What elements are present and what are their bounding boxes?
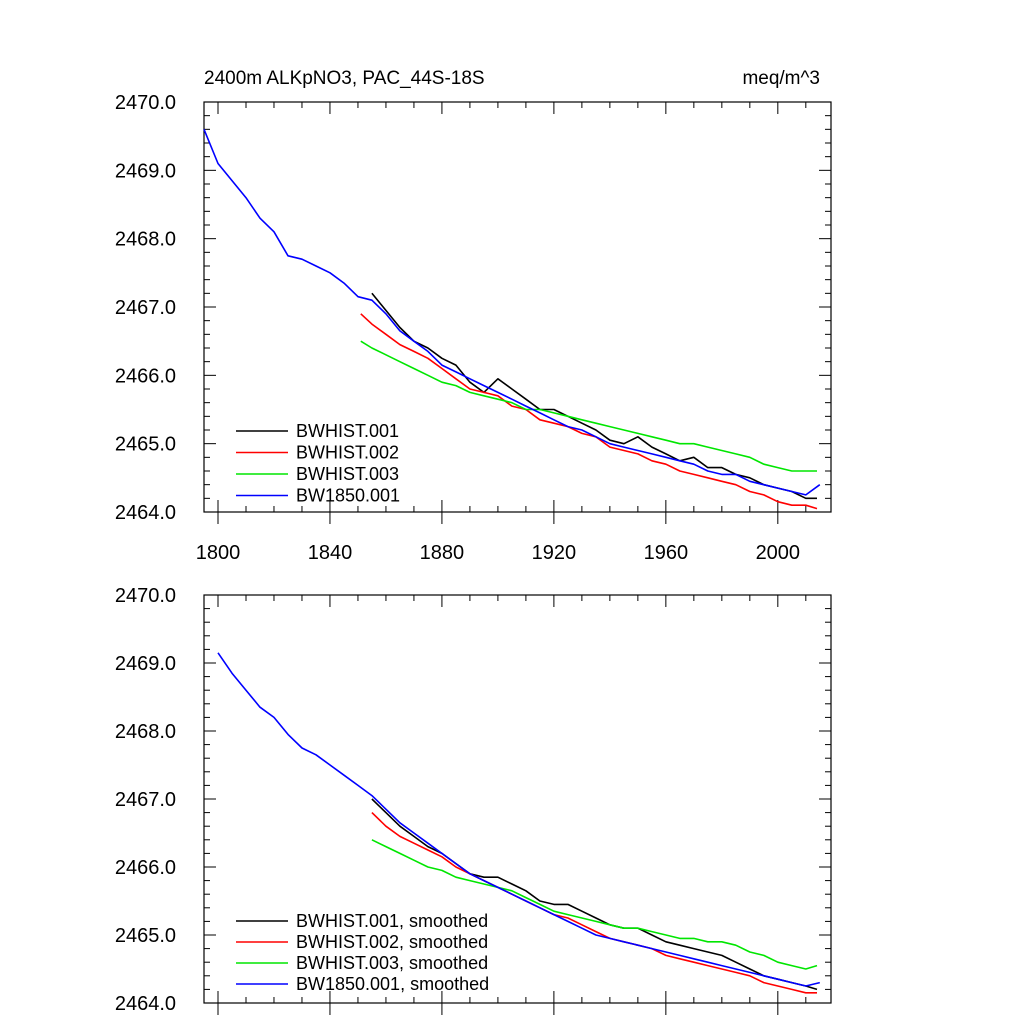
x-tick-label: 2000	[756, 542, 801, 564]
y-tick-label: 2466.0	[115, 857, 176, 879]
legend-label: BWHIST.001	[296, 421, 399, 441]
y-tick-label: 2467.0	[115, 789, 176, 811]
units-label: meq/m^3	[742, 68, 820, 89]
series-line-bw1850-001-smoothed	[217, 652, 820, 987]
x-tick-label: 1800	[196, 542, 241, 564]
y-tick-label: 2468.0	[115, 229, 176, 251]
y-tick-label: 2466.0	[115, 365, 176, 387]
legend-label: BW1850.001, smoothed	[296, 974, 489, 994]
chart-title: 2400m ALKpNO3, PAC_44S-18S	[204, 68, 485, 89]
y-tick-label: 2468.0	[115, 721, 176, 743]
x-tick-label: 1920	[532, 542, 577, 564]
legend-label: BWHIST.001, smoothed	[296, 911, 488, 931]
y-tick-label: 2464.0	[115, 993, 176, 1015]
legend-label: BWHIST.002, smoothed	[296, 932, 488, 952]
series-line-bwhist-003-smoothed	[371, 839, 818, 970]
y-tick-label: 2469.0	[115, 160, 176, 182]
y-tick-label: 2469.0	[115, 653, 176, 675]
bottom-panel: 2464.0 2465.0 2466.0 2467.0 2468.0 2469.0 2470…	[115, 585, 832, 1015]
top-panel: 2464.0 2465.0 2466.0 2467.0 2468.0 2469.0 2470…	[115, 92, 832, 564]
y-tick-label: 2467.0	[115, 297, 176, 319]
y-tick-label: 2470.0	[115, 92, 176, 114]
y-tick-label: 2465.0	[115, 925, 176, 947]
x-tick-label: 1880	[420, 542, 465, 564]
y-tick-label: 2465.0	[115, 434, 176, 456]
y-tick-label: 2464.0	[115, 502, 176, 524]
legend-label: BWHIST.003, smoothed	[296, 953, 488, 973]
x-tick-label: 1960	[644, 542, 689, 564]
legend-label: BWHIST.002	[296, 443, 399, 463]
series-line-bwhist-003	[360, 340, 817, 472]
series-line-bwhist-001	[371, 292, 817, 500]
legend-label: BW1850.001	[296, 486, 400, 506]
series-line-bw1850-001	[203, 128, 821, 496]
y-tick-label: 2470.0	[115, 585, 176, 607]
series-line-bwhist-002	[360, 313, 818, 510]
x-tick-label: 1840	[308, 542, 353, 564]
series-line-bwhist-002-smoothed	[371, 812, 817, 994]
legend-label: BWHIST.003	[296, 464, 399, 484]
